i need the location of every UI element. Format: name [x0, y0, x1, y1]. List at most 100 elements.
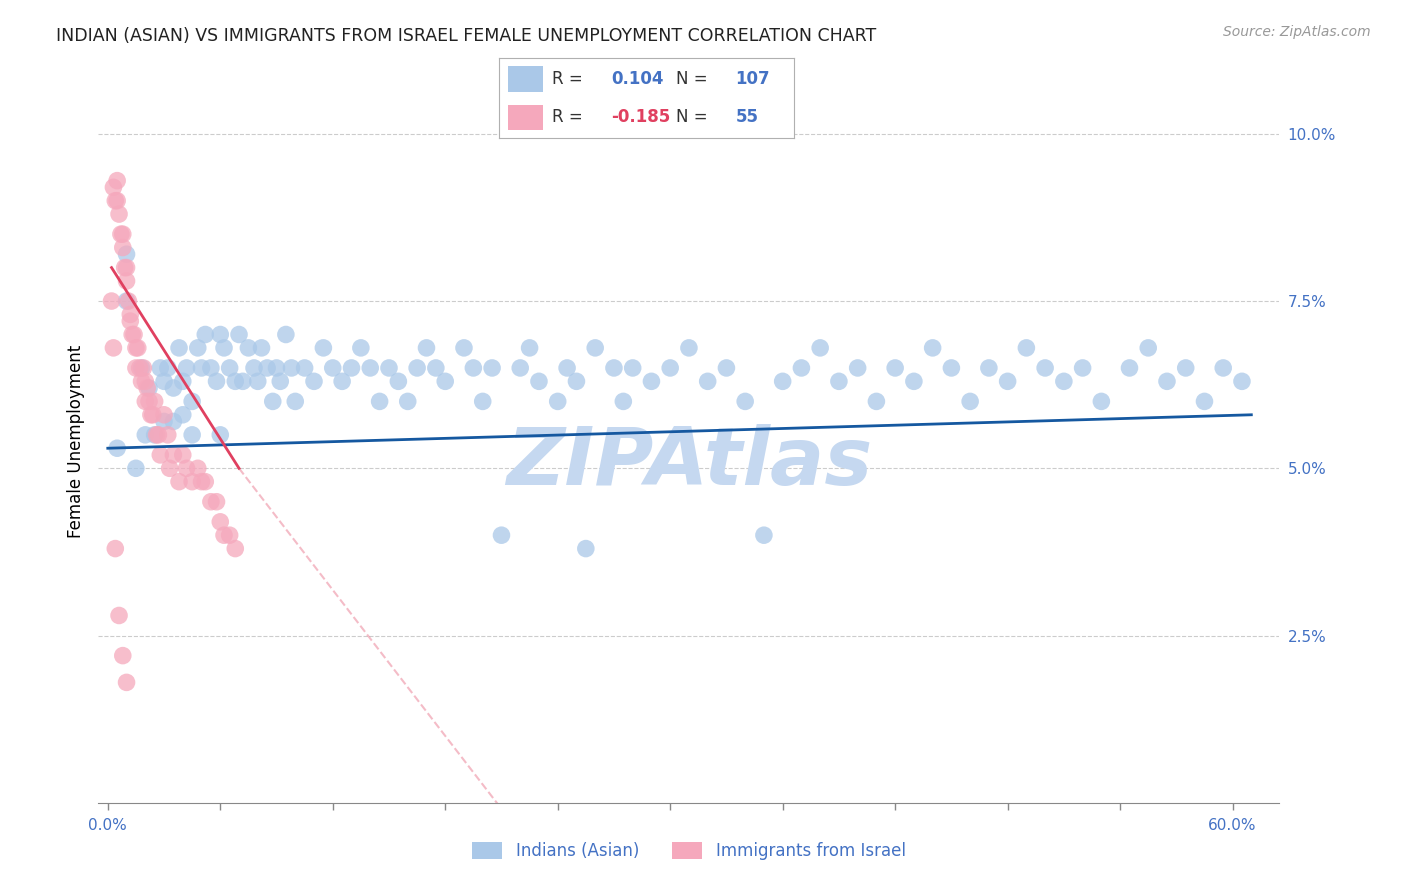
Point [453, 341, 475, 355]
Point [696, 374, 718, 388]
Point [481, 360, 503, 375]
Point [115, 293, 138, 308]
Point [122, 327, 145, 342]
Point [1090, 394, 1112, 409]
Point [205, 494, 228, 508]
Point [509, 360, 531, 375]
Point [162, 414, 184, 428]
Point [125, 360, 148, 375]
Point [134, 427, 156, 442]
Point [209, 515, 232, 529]
Point [125, 461, 148, 475]
Point [959, 394, 981, 409]
Point [153, 414, 176, 428]
Point [612, 394, 634, 409]
Point [734, 394, 756, 409]
Point [808, 341, 831, 355]
Point [108, 207, 131, 221]
Point [243, 360, 266, 375]
Point [415, 341, 437, 355]
Point [280, 360, 302, 375]
Point [772, 374, 794, 388]
Point [212, 341, 235, 355]
Point [752, 528, 775, 542]
Text: 107: 107 [735, 70, 770, 87]
Point [434, 374, 457, 388]
Point [555, 360, 578, 375]
Text: ZIPAtlas: ZIPAtlas [506, 425, 872, 502]
Point [340, 360, 363, 375]
Point [547, 394, 569, 409]
Point [187, 461, 209, 475]
Point [350, 341, 373, 355]
Point [111, 227, 134, 241]
Text: R =: R = [553, 109, 588, 127]
Point [224, 374, 246, 388]
Point [134, 394, 156, 409]
Point [941, 360, 963, 375]
Point [302, 374, 325, 388]
Point [134, 374, 156, 388]
Point [262, 394, 284, 409]
Point [167, 475, 190, 489]
Point [138, 394, 160, 409]
Point [104, 541, 127, 556]
Point [640, 374, 662, 388]
Point [138, 381, 160, 395]
Point [172, 448, 194, 462]
Point [105, 173, 128, 188]
Point [884, 360, 907, 375]
Point [153, 374, 176, 388]
Point [100, 293, 122, 308]
Point [865, 394, 887, 409]
Point [678, 341, 700, 355]
Bar [508, 104, 543, 130]
Point [167, 341, 190, 355]
Point [359, 360, 381, 375]
Point [120, 314, 142, 328]
Point [1174, 360, 1197, 375]
Point [156, 427, 179, 442]
Point [471, 394, 494, 409]
Point [274, 327, 297, 342]
Point [330, 374, 353, 388]
Point [1212, 360, 1234, 375]
Point [181, 475, 204, 489]
Point [115, 274, 138, 288]
Text: 55: 55 [735, 109, 758, 127]
Point [115, 247, 138, 261]
Point [1015, 341, 1038, 355]
Point [209, 427, 232, 442]
Point [228, 327, 250, 342]
Point [105, 194, 128, 208]
Point [128, 360, 150, 375]
Point [828, 374, 851, 388]
Point [121, 327, 143, 342]
Point [977, 360, 1000, 375]
Text: R =: R = [553, 70, 588, 87]
Point [312, 341, 335, 355]
Point [132, 360, 155, 375]
Point [250, 341, 273, 355]
Point [1194, 394, 1216, 409]
Point [846, 360, 869, 375]
Point [190, 360, 212, 375]
Point [238, 341, 260, 355]
Point [1137, 341, 1160, 355]
Point [209, 327, 232, 342]
Point [103, 341, 125, 355]
Point [491, 528, 513, 542]
Point [143, 394, 166, 409]
Point [159, 461, 181, 475]
Text: N =: N = [676, 70, 713, 87]
Point [565, 374, 588, 388]
Point [114, 260, 136, 275]
Point [153, 408, 176, 422]
Point [284, 394, 307, 409]
Point [156, 360, 179, 375]
Point [127, 341, 149, 355]
Point [218, 360, 240, 375]
Point [396, 394, 419, 409]
Point [266, 360, 288, 375]
Point [269, 374, 291, 388]
